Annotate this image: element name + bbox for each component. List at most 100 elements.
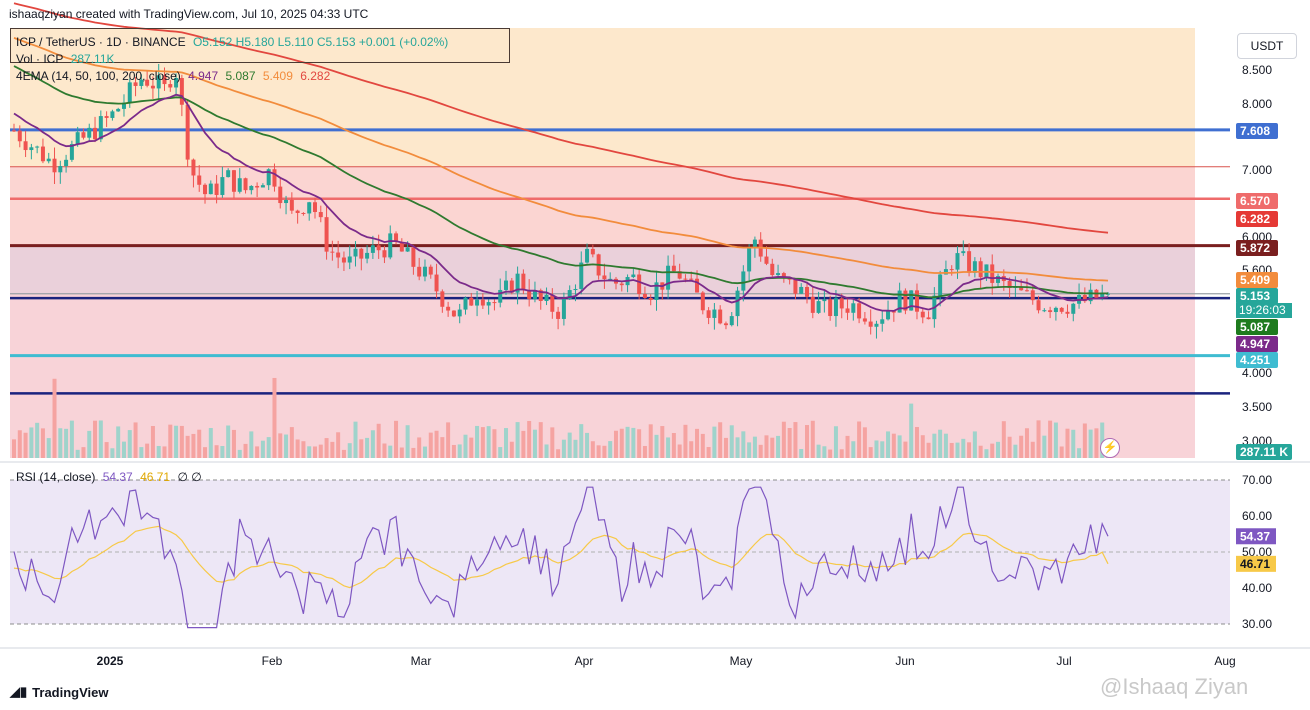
candle-body <box>330 251 335 253</box>
volume-bar <box>475 425 480 458</box>
candle-body <box>480 299 485 306</box>
ema200-value: 6.282 <box>300 69 331 83</box>
candle-body <box>255 185 260 188</box>
footer-brand[interactable]: ◢▮ TradingView <box>10 684 109 700</box>
candle-body <box>116 108 121 112</box>
rsi-label[interactable]: RSI (14, close) <box>16 470 96 484</box>
volume-bar <box>920 435 925 458</box>
volume-bar <box>810 420 815 458</box>
candle-body <box>295 210 300 214</box>
volume-bar <box>955 442 960 458</box>
candle-body <box>764 256 769 264</box>
candle-body <box>914 290 919 312</box>
candle-body <box>185 104 190 160</box>
candle-body <box>949 269 954 271</box>
volume-bar <box>289 427 294 458</box>
candle-body <box>93 127 98 140</box>
volume-bar <box>214 445 219 458</box>
candle-body <box>17 130 22 142</box>
candle-body <box>411 247 416 267</box>
volume-bar <box>347 443 352 458</box>
volume-bar <box>1030 441 1035 458</box>
candle-body <box>394 233 399 242</box>
candle-body <box>972 261 977 273</box>
volume-bar <box>532 429 537 458</box>
volume-bar <box>747 442 752 458</box>
rsi-line <box>13 486 1109 629</box>
volume-bar <box>318 444 323 458</box>
candle-body <box>237 178 242 192</box>
candle-body <box>700 292 705 311</box>
candle-body <box>341 257 346 263</box>
volume-label[interactable]: Vol · ICP <box>16 52 64 66</box>
ohlc-values: O5.152 H5.180 L5.110 C5.153 +0.001 (+0.0… <box>192 35 449 49</box>
candle-body <box>1024 290 1029 292</box>
volume-bar <box>1048 420 1053 458</box>
volume-bar <box>689 441 694 458</box>
volume-bar <box>422 446 427 458</box>
candle-body <box>886 310 891 320</box>
price-label-text: 287.11 K <box>1240 445 1288 459</box>
volume-bar <box>509 441 514 458</box>
candle-body <box>573 288 578 291</box>
candle-body <box>926 317 931 320</box>
candle-body <box>446 306 451 311</box>
ema50-line <box>13 65 1108 299</box>
lightning-icon[interactable]: ⚡ <box>1100 438 1120 458</box>
currency-button[interactable]: USDT <box>1237 33 1297 59</box>
volume-bar <box>498 447 503 458</box>
volume-bar <box>914 426 919 458</box>
candle-body <box>197 175 202 185</box>
volume-bar <box>1042 435 1047 458</box>
legend-box <box>10 28 510 63</box>
volume-bar <box>1019 435 1024 458</box>
volume-bar <box>729 425 734 458</box>
candle-body <box>307 202 312 214</box>
volume-bar <box>405 425 410 458</box>
tradingview-logo-icon: ◢▮ <box>10 684 28 699</box>
ema50-value: 5.087 <box>225 69 256 83</box>
volume-bar <box>538 422 543 458</box>
volume-bar <box>12 439 16 458</box>
volume-bar <box>81 447 86 458</box>
volume-bar <box>434 430 439 458</box>
volume-bar <box>312 446 317 458</box>
volume-bar <box>440 437 445 458</box>
candle-body <box>266 169 271 186</box>
candle-body <box>723 323 728 326</box>
candle-body <box>324 217 329 252</box>
legend-rsi-row: RSI (14, close) 54.37 46.71 ∅ ∅ <box>16 470 206 484</box>
volume-bar <box>376 423 381 458</box>
volume-bar <box>127 430 132 458</box>
candle-body <box>69 144 74 160</box>
volume-bar <box>104 442 109 458</box>
volume-bar <box>46 438 51 458</box>
volume-bar <box>573 439 578 458</box>
volume-bar <box>110 448 115 458</box>
candle-body <box>127 82 132 103</box>
candle-body <box>399 241 404 252</box>
ema200-line <box>13 2 1109 234</box>
volume-bar <box>822 446 827 458</box>
volume-bar <box>677 444 682 458</box>
price-label-text: 5.409 <box>1240 273 1270 287</box>
volume-bar <box>700 433 705 458</box>
candle-body <box>1082 295 1087 302</box>
candle-body <box>741 271 746 291</box>
volume-bar <box>1059 446 1064 458</box>
volume-bar <box>324 438 329 458</box>
volume-bar <box>75 449 80 458</box>
volume-bar <box>556 449 561 458</box>
candle-body <box>996 276 1001 283</box>
symbol-label[interactable]: ICP / TetherUS · 1D · BINANCE <box>16 35 186 49</box>
candle-body <box>463 297 468 310</box>
ema-label[interactable]: 4EMA (14, 50, 100, 200, close) <box>16 69 181 83</box>
volume-bar <box>417 437 422 458</box>
volume-bar <box>394 420 399 458</box>
volume-bar <box>353 421 358 458</box>
candle-body <box>168 84 173 88</box>
price-label-text: 5.153 <box>1240 289 1270 303</box>
candle-body <box>46 158 51 162</box>
rsi-value-box <box>1236 528 1276 545</box>
